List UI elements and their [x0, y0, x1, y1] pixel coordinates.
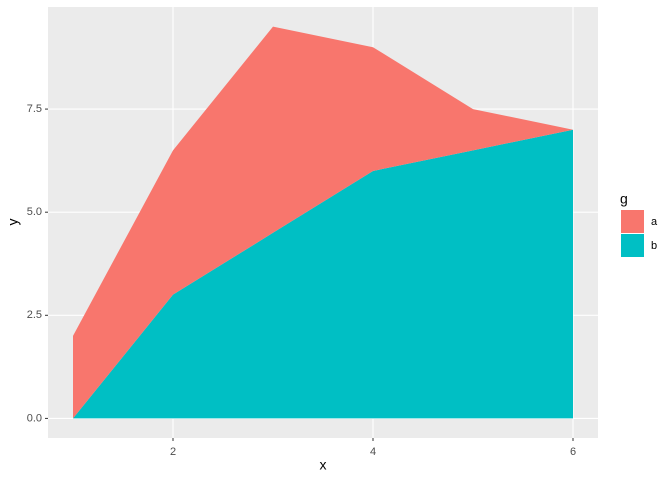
legend-key [621, 234, 644, 257]
area [73, 129, 573, 419]
y-tick-label: 5.0 [27, 206, 42, 218]
x-tick-label: 6 [570, 446, 576, 458]
legend-label: b [651, 240, 657, 252]
legend-title: g [620, 191, 628, 207]
legend-key [621, 210, 644, 233]
legend-label: a [651, 216, 658, 228]
x-tick-label: 2 [170, 446, 176, 458]
x-tick-label: 4 [370, 446, 376, 458]
y-tick-label: 2.5 [27, 309, 42, 321]
x-axis-title: x [320, 457, 327, 473]
y-axis-title: y [5, 219, 21, 226]
y-tick-label: 7.5 [27, 103, 42, 115]
area [73, 26, 573, 419]
y-tick-label: 0.0 [27, 412, 42, 424]
